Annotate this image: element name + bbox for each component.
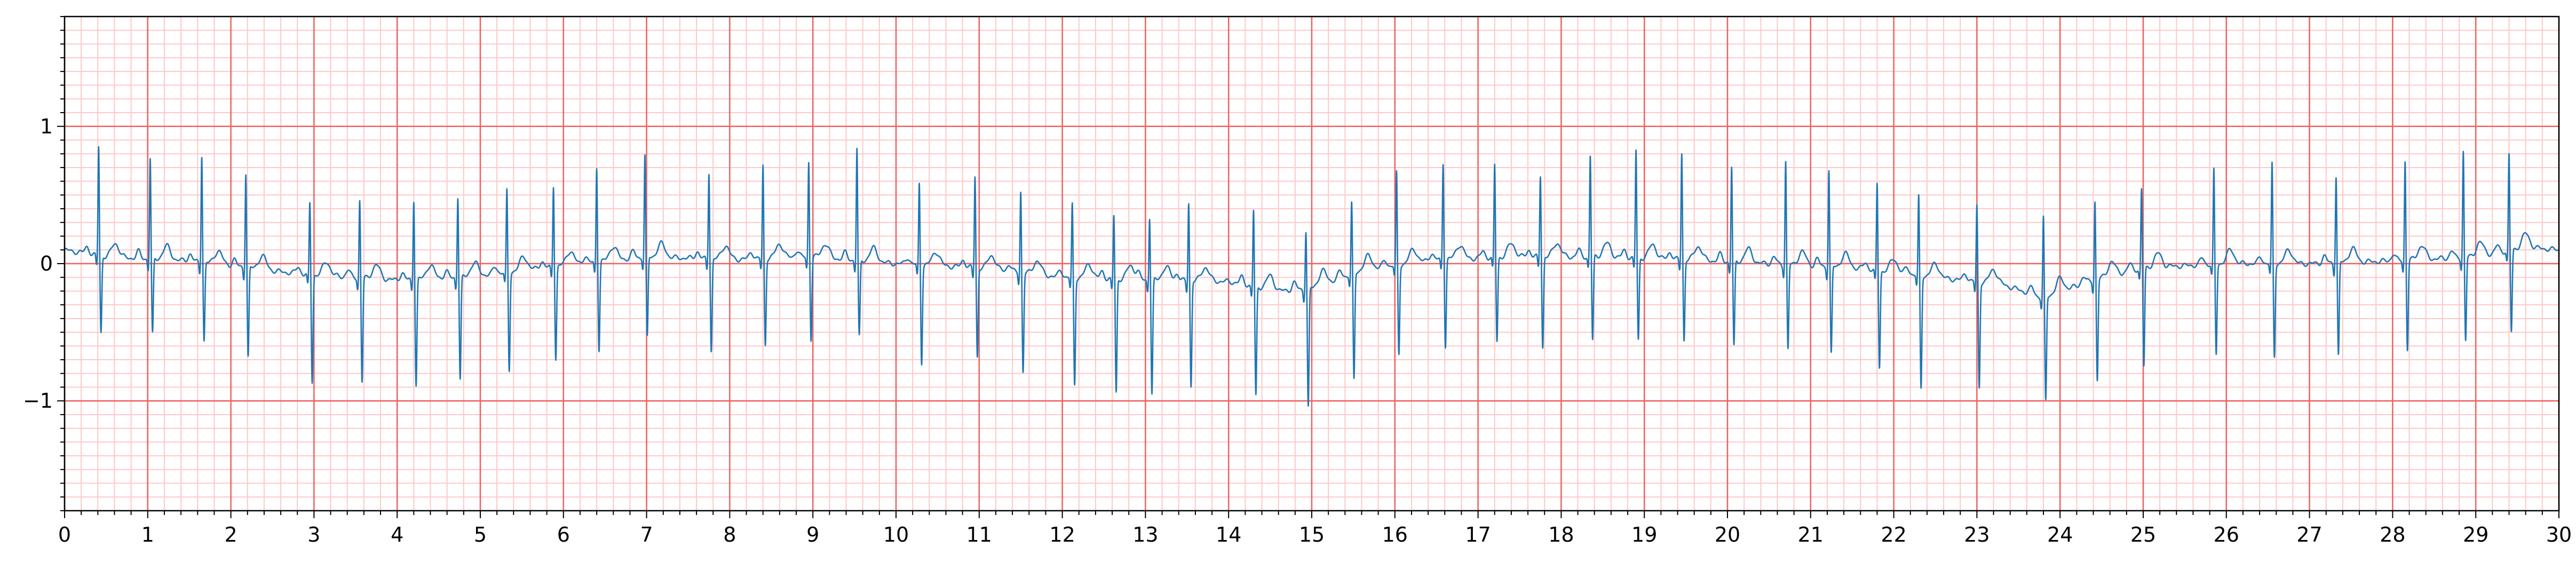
x-tick-label: 11: [966, 523, 992, 546]
y-tick-label: 1: [40, 115, 53, 138]
ecg-series: [64, 146, 2559, 407]
x-tick-label: 17: [1465, 523, 1491, 546]
x-tick-label: 10: [883, 523, 909, 546]
x-tick-label: 3: [307, 523, 320, 546]
x-axis-ticks: 0 1 2 3 4 5 6 7 8 9 10 11 12 13 14 15 16 17 18 19 20 21 22 23 24…: [58, 511, 2572, 546]
x-tick-label: 14: [1216, 523, 1241, 546]
x-tick-label: 7: [640, 523, 653, 546]
x-tick-label: 24: [2047, 523, 2073, 546]
x-tick-label: 25: [2130, 523, 2156, 546]
x-tick-label: 9: [806, 523, 819, 546]
x-tick-label: 27: [2296, 523, 2322, 546]
y-tick-label: −1: [23, 389, 53, 413]
x-tick-label: 8: [723, 523, 736, 546]
x-tick-label: 2: [225, 523, 237, 546]
y-tick-label: 0: [40, 252, 53, 275]
x-tick-label: 1: [141, 523, 154, 546]
x-tick-label: 4: [391, 523, 403, 546]
x-tick-label: 21: [1798, 523, 1824, 546]
y-axis-ticks: −1 0 1: [23, 16, 65, 511]
x-tick-label: 6: [557, 523, 570, 546]
ecg-trace-line: [64, 146, 2559, 407]
x-tick-label: 26: [2214, 523, 2239, 546]
x-tick-label: 20: [1715, 523, 1740, 546]
x-tick-label: 18: [1548, 523, 1574, 546]
x-tick-label: 13: [1132, 523, 1158, 546]
x-tick-label: 5: [474, 523, 487, 546]
x-tick-label: 12: [1049, 523, 1075, 546]
x-tick-label: 28: [2380, 523, 2405, 546]
x-tick-label: 15: [1299, 523, 1325, 546]
x-tick-label: 16: [1382, 523, 1408, 546]
x-tick-label: 30: [2546, 523, 2572, 546]
x-tick-label: 23: [1964, 523, 1990, 546]
x-tick-label: 22: [1881, 523, 1906, 546]
x-tick-label: 29: [2463, 523, 2488, 546]
x-tick-label: 0: [58, 523, 71, 546]
x-tick-label: 19: [1631, 523, 1657, 546]
major-grid: [64, 17, 2560, 511]
